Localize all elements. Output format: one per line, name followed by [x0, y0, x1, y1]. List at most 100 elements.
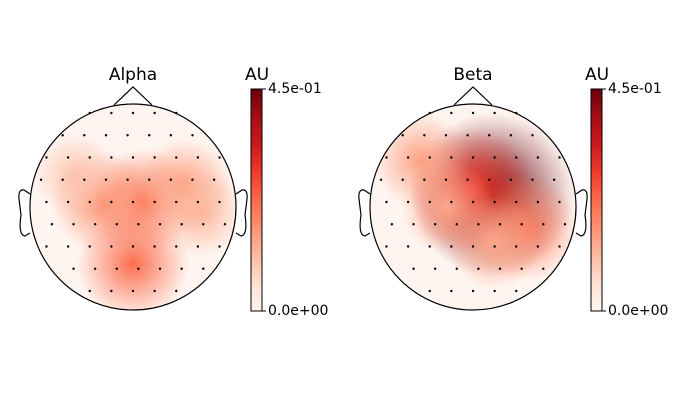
sensor [385, 200, 388, 204]
sensor [428, 289, 431, 293]
sensors [39, 111, 227, 293]
sensor [83, 134, 86, 137]
sensor [433, 267, 437, 270]
sensor [196, 200, 200, 204]
sensor [536, 245, 540, 248]
sensor [493, 289, 496, 293]
sensor [93, 223, 97, 226]
sensor [423, 178, 426, 181]
sensor [406, 200, 410, 204]
sensor [471, 156, 475, 159]
sensor [558, 200, 561, 204]
sensor [493, 245, 496, 248]
sensor [66, 200, 70, 204]
sensor [493, 156, 496, 159]
sensor [126, 178, 129, 181]
sensor [471, 289, 475, 293]
sensor [175, 200, 178, 204]
ear [18, 189, 31, 237]
colorbar-label: AU [585, 65, 609, 85]
sensor [153, 289, 156, 293]
sensor [455, 267, 458, 270]
sensor [498, 223, 502, 226]
sensor [45, 156, 48, 159]
sensor [196, 156, 200, 159]
sensor [444, 134, 448, 137]
topomap: AU4.5e-01 0.0e+00 [18, 65, 328, 319]
sensor [131, 111, 135, 115]
sensor [552, 178, 556, 181]
sensor [390, 223, 394, 226]
sensor [428, 200, 431, 204]
sensor [110, 245, 113, 248]
heatmap [34, 133, 236, 310]
sensor [488, 178, 491, 181]
sensor [223, 223, 227, 226]
sensor [115, 223, 118, 226]
sensor [218, 156, 221, 159]
sensor [536, 200, 540, 204]
sensor [196, 245, 200, 248]
sensor [61, 134, 64, 137]
sensor [110, 289, 113, 293]
sensor [401, 134, 404, 137]
sensor [158, 267, 162, 270]
sensor [88, 111, 91, 115]
sensor [450, 245, 453, 248]
sensor [72, 267, 75, 270]
sensor [104, 134, 108, 137]
ear [575, 189, 588, 237]
sensor [169, 134, 173, 137]
sensor [428, 245, 431, 248]
sensor [72, 223, 75, 226]
sensor [104, 178, 108, 181]
sensor [412, 223, 415, 226]
sensor [450, 200, 453, 204]
heat-peak [76, 207, 190, 310]
sensor [428, 111, 431, 115]
sensor [433, 223, 437, 226]
sensor [66, 245, 70, 248]
topomap: AU4.5e-01 0.0e+00 [358, 65, 668, 319]
sensor [180, 267, 183, 270]
sensor [455, 223, 458, 226]
sensor [175, 245, 178, 248]
sensor [423, 134, 426, 137]
nose [453, 86, 493, 106]
sensor [542, 267, 545, 270]
chart-title: Alpha [109, 65, 157, 85]
sensor [558, 245, 561, 248]
sensor [471, 245, 475, 248]
sensor [412, 267, 415, 270]
colorbar-tick-label: 0.0e+00 [608, 303, 668, 319]
sensor [115, 267, 118, 270]
sensor [50, 223, 54, 226]
sensor [218, 245, 221, 248]
sensor [493, 200, 496, 204]
sensor [515, 156, 518, 159]
sensor [39, 178, 43, 181]
sensor [536, 156, 540, 159]
sensor [212, 178, 216, 181]
sensor [126, 134, 129, 137]
sensor [509, 178, 513, 181]
sensor [202, 267, 205, 270]
colorbar [250, 88, 263, 312]
chart-title: Beta [453, 65, 492, 85]
sensor [191, 178, 194, 181]
sensor [66, 156, 70, 159]
sensor [110, 111, 113, 115]
sensor [88, 200, 91, 204]
sensor [158, 223, 162, 226]
sensor [110, 156, 113, 159]
sensor [110, 200, 113, 204]
sensor [493, 111, 496, 115]
sensor [45, 200, 48, 204]
sensor [148, 134, 151, 137]
colorbar-tick-label: 4.5e-01 [608, 81, 662, 97]
sensor [137, 223, 140, 226]
sensor [406, 245, 410, 248]
sensor [131, 156, 135, 159]
sensor [153, 245, 156, 248]
sensor [498, 267, 502, 270]
